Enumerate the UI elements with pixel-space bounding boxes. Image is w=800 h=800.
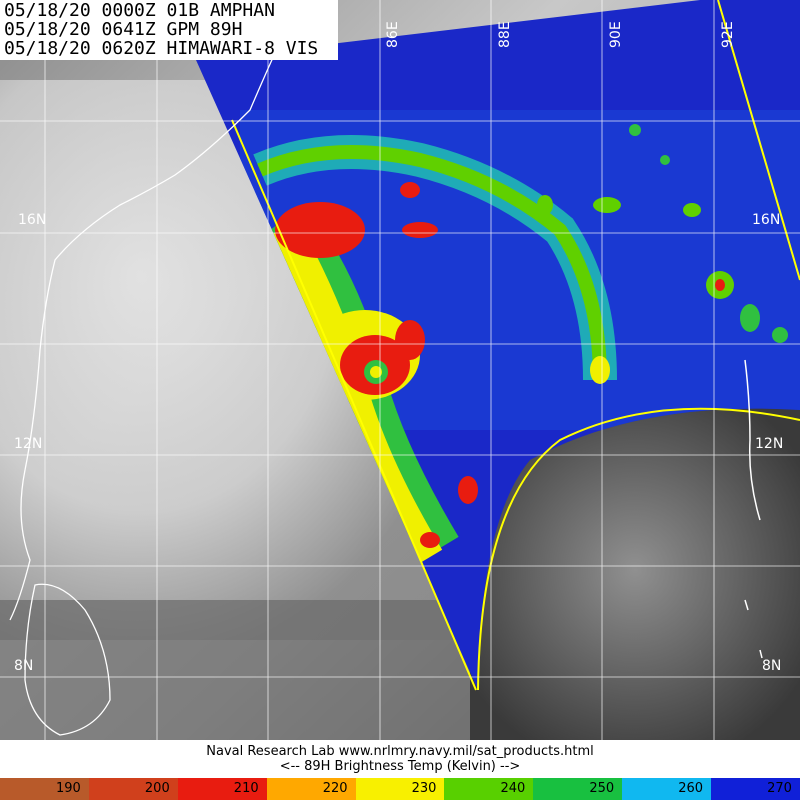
lat-label-16n: 16N — [18, 212, 47, 228]
coastline-nicobar — [744, 599, 763, 659]
colorbar-tick-label: 260 — [678, 781, 704, 796]
colorbar-segment — [266, 778, 357, 800]
microwave-overlay-map — [0, 0, 800, 740]
swath-edge-left — [231, 119, 477, 691]
coastline-andaman — [744, 359, 761, 521]
colorbar-tick-label: 190 — [56, 781, 81, 796]
colorbar-segment — [88, 778, 179, 800]
colorbar-segment — [444, 778, 535, 800]
coastline-india — [9, 0, 301, 621]
colorbar-tick-label: 230 — [411, 781, 437, 796]
colorbar-segment — [355, 778, 446, 800]
colorbar-segment — [622, 778, 713, 800]
colorbar: 190 200 210 220 230 240 250 260 270 — [0, 778, 800, 800]
colorbar-tick-label: 200 — [144, 781, 170, 796]
colorbar-segment — [0, 778, 90, 800]
colorbar-segment — [711, 778, 800, 800]
colorbar-tick-label: 270 — [767, 781, 792, 796]
colorbar-tick-label: 210 — [233, 781, 259, 796]
lat-label-8n-right: 8N — [762, 658, 782, 674]
header-line-3: 05/18/20 0620Z HIMAWARI-8 VIS — [4, 38, 319, 59]
lon-label-92e: 92E — [720, 21, 736, 48]
lon-label-86e: 86E — [385, 21, 401, 48]
lat-label-12n: 12N — [14, 436, 43, 452]
visible-lower-left — [0, 600, 470, 740]
footer-box: Naval Research Lab www.nrlmry.navy.mil/s… — [0, 740, 800, 778]
lon-label-90e: 90E — [608, 21, 624, 48]
colorbar-tick-label: 220 — [322, 781, 348, 796]
lat-label-8n: 8N — [14, 658, 34, 674]
colorbar-segment — [177, 778, 268, 800]
lat-label-12n-right: 12N — [755, 436, 784, 452]
colorbar-tick-label: 240 — [500, 781, 526, 796]
lat-label-16n-right: 16N — [752, 212, 781, 228]
lon-label-88e: 88E — [497, 21, 513, 48]
coastline-srilanka — [24, 583, 111, 736]
colorbar-segment — [533, 778, 624, 800]
header-line-1: 05/18/20 0000Z 01B AMPHAN — [4, 0, 275, 21]
footer-colorbar-title: <-- 89H Brightness Temp (Kelvin) --> — [279, 759, 521, 774]
colorbar-tick-label: 250 — [589, 781, 615, 796]
lat-lon-grid — [0, 0, 800, 740]
header-line-2: 05/18/20 0641Z GPM 89H — [4, 19, 243, 40]
header-box: 05/18/20 0000Z 01B AMPHAN 05/18/20 0641Z… — [0, 0, 338, 60]
footer-credit: Naval Research Lab www.nrlmry.navy.mil/s… — [206, 744, 594, 759]
